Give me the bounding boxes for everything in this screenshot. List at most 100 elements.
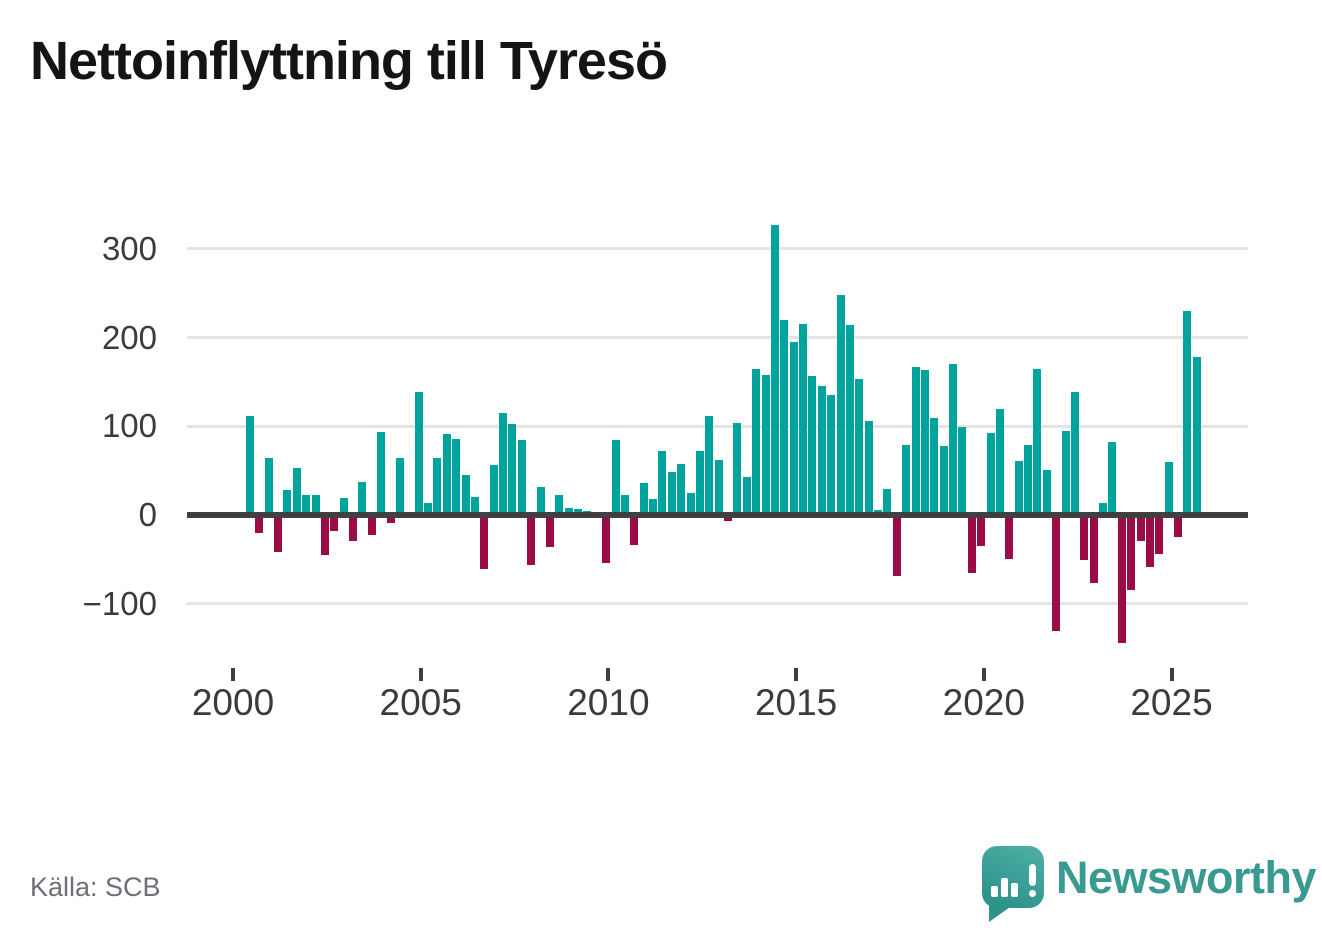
bar-2016K2 — [845, 325, 854, 516]
bar-2008K2 — [545, 515, 554, 548]
bar-2003K3 — [367, 515, 376, 535]
bar-2020K4 — [1014, 460, 1023, 516]
x-tick-2020 — [981, 668, 986, 681]
bar-2006K1 — [461, 475, 470, 516]
bar-2005K2 — [433, 458, 442, 516]
newsworthy-logo-icon — [982, 846, 1044, 922]
bar-2013K2 — [733, 422, 742, 516]
bar-2019K4 — [977, 515, 986, 547]
bar-2014K1 — [761, 374, 770, 516]
bar-2013K4 — [752, 368, 761, 516]
mini-bar-chart-icon — [991, 878, 1018, 897]
bar-2021K2 — [1033, 369, 1042, 516]
bar-2018K3 — [930, 418, 939, 516]
bar-2007K3 — [517, 439, 526, 516]
bar-2016K3 — [855, 379, 864, 516]
bar-2006K2 — [470, 497, 479, 516]
bar-2007K2 — [508, 424, 517, 516]
bar-2002K2 — [320, 515, 329, 556]
bar-2021K1 — [1024, 444, 1033, 516]
bar-2012K1 — [686, 492, 695, 516]
bar-2003K4 — [377, 432, 386, 516]
bar-2004K2 — [395, 458, 404, 516]
y-gridline-200 — [187, 336, 1248, 339]
x-axis-label: 2025 — [1130, 682, 1213, 723]
bar-2010K3 — [630, 515, 639, 546]
bar-2024K2 — [1145, 515, 1154, 568]
x-axis-label: 2020 — [942, 682, 1025, 723]
bar-2014K4 — [789, 341, 798, 516]
chart-title: Nettoinflyttning till Tyresö — [30, 31, 668, 91]
newsworthy-logo: Newsworthy — [980, 845, 1317, 925]
bar-2004K4 — [414, 391, 423, 516]
bar-2011K3 — [667, 472, 676, 516]
bar-2011K4 — [677, 463, 686, 516]
x-axis-label: 2010 — [567, 682, 650, 723]
bar-2001K3 — [292, 467, 301, 516]
bar-2021K4 — [1052, 515, 1061, 632]
bar-2015K1 — [799, 324, 808, 516]
bar-2022K1 — [1061, 430, 1070, 516]
bar-2000K4 — [264, 458, 273, 516]
bar-2002K4 — [339, 498, 348, 516]
bar-2023K4 — [1127, 515, 1136, 590]
bar-2005K4 — [452, 438, 461, 516]
y-gridline-300 — [187, 247, 1248, 251]
bar-2021K3 — [1042, 469, 1051, 516]
bar-2023K1 — [1099, 502, 1108, 516]
bar-2004K1 — [386, 515, 395, 524]
bar-2007K1 — [499, 412, 508, 516]
bar-2008K1 — [536, 487, 545, 516]
bar-2018K1 — [911, 366, 920, 516]
bar-2012K3 — [705, 416, 714, 516]
bar-2003K2 — [358, 482, 367, 516]
bar-2013K1 — [724, 515, 733, 522]
bar-2007K4 — [527, 515, 536, 565]
bar-2019K2 — [958, 427, 967, 516]
source-attribution: Källa: SCB — [30, 872, 161, 902]
bar-2002K3 — [330, 515, 339, 532]
y-gridline--100 — [187, 602, 1248, 606]
y-axis-label: 200 — [101, 318, 157, 356]
bar-2013K3 — [742, 476, 751, 516]
bar-2002K1 — [311, 495, 320, 516]
bar-2006K4 — [489, 465, 498, 516]
x-axis-zero-line — [187, 512, 1248, 518]
bar-2020K3 — [1005, 515, 1014, 559]
bar-2025K2 — [1183, 310, 1192, 516]
bar-2006K3 — [480, 515, 489, 570]
bar-2012K4 — [714, 459, 723, 516]
bar-2025K1 — [1174, 515, 1183, 538]
x-tick-2000 — [231, 668, 235, 681]
bar-2017K2 — [883, 489, 892, 516]
bar-2024K1 — [1136, 515, 1145, 541]
newsworthy-logo-text: Newsworthy — [1056, 852, 1317, 903]
bar-2012K2 — [695, 451, 704, 516]
bar-2011K2 — [658, 451, 667, 516]
bar-2008K4 — [564, 507, 573, 516]
y-axis-label: −100 — [82, 584, 157, 622]
bar-2003K1 — [349, 515, 358, 541]
bar-2000K2 — [246, 415, 254, 516]
y-axis-label: 300 — [101, 229, 157, 267]
bar-2016K1 — [836, 294, 845, 516]
exclamation-icon — [1029, 864, 1036, 897]
bar-2011K1 — [649, 499, 658, 516]
bar-2020K2 — [995, 409, 1004, 516]
bar-2014K3 — [780, 319, 789, 516]
bar-2019K3 — [967, 515, 976, 573]
bar-2010K4 — [639, 483, 648, 516]
x-tick-2005 — [418, 668, 423, 681]
bar-2001K1 — [274, 515, 283, 552]
bar-2024K4 — [1164, 461, 1173, 516]
bar-2022K3 — [1080, 515, 1089, 561]
x-axis-label: 2000 — [191, 682, 275, 723]
y-gridline-100 — [187, 424, 1248, 428]
bar-2008K3 — [555, 495, 564, 516]
bar-2017K3 — [892, 515, 901, 577]
bar-2023K2 — [1108, 442, 1117, 516]
bar-2001K2 — [283, 490, 292, 516]
bar-2015K3 — [817, 386, 826, 516]
